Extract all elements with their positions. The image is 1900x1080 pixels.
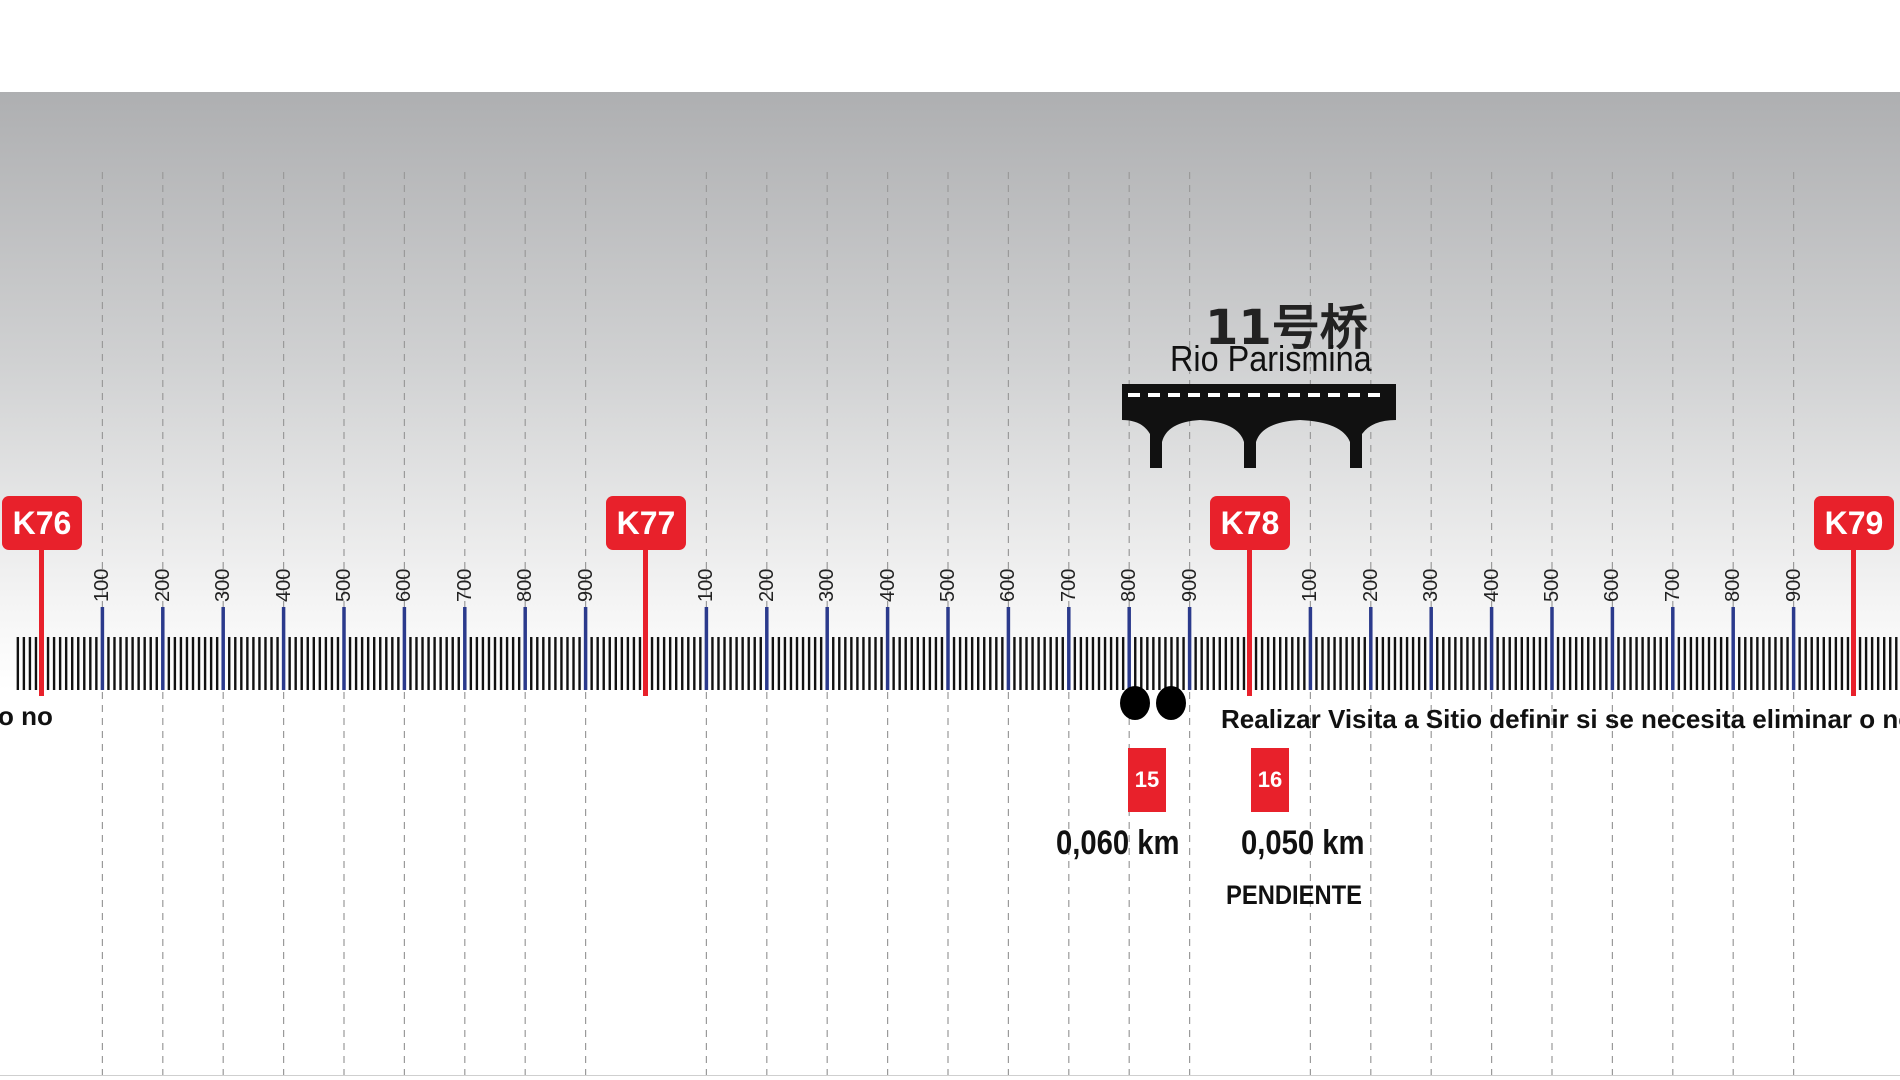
- subdivision-label: 300: [816, 568, 839, 602]
- km-post-pole: [643, 550, 648, 696]
- subdivision-label: 400: [1480, 568, 1503, 602]
- bridge-icon: [1122, 384, 1396, 468]
- subdivision-label: 100: [91, 568, 114, 602]
- bottom-border: [0, 1075, 1900, 1076]
- subdivision-label: 700: [1057, 568, 1080, 602]
- dashed-gridlines: [101, 172, 1795, 1078]
- note-site-visit: Realizar Visita a Sitio definir si se ne…: [1221, 704, 1900, 734]
- black-dot-icon: [1156, 686, 1187, 720]
- km-post-pole: [39, 550, 44, 696]
- subdivision-label: 500: [333, 568, 355, 602]
- subdivision-label: 100: [695, 568, 718, 602]
- km-post-pole: [1247, 550, 1252, 696]
- note-left-fragment: o no: [0, 701, 53, 731]
- km-post-label: K76: [2, 496, 82, 550]
- subdivision-label: 800: [514, 568, 537, 602]
- segment-number-box: 16: [1251, 748, 1289, 812]
- black-dot-icon: [1120, 686, 1151, 720]
- segment-distance: 0,060 km: [1056, 824, 1180, 862]
- subdivision-label: 200: [151, 568, 174, 602]
- segment-status: PENDIENTE: [1226, 880, 1362, 910]
- subdivision-label: 700: [1661, 568, 1684, 602]
- subdivision-label: 900: [574, 568, 597, 602]
- background-band: [0, 92, 1900, 690]
- subdivision-label: 200: [1359, 568, 1382, 602]
- km-post-label: K79: [1814, 496, 1894, 550]
- subdivision-label: 100: [1299, 568, 1322, 602]
- km-post-k78: K78: [1210, 496, 1290, 696]
- subdivision-label: 400: [876, 568, 899, 602]
- segment-distance: 0,050 km: [1241, 824, 1365, 862]
- km-post-label: K78: [1210, 496, 1290, 550]
- km-post-k77: K77: [606, 496, 686, 696]
- subdivision-label: 600: [997, 568, 1020, 602]
- subdivision-label: 500: [937, 568, 959, 602]
- km-post-label: K77: [606, 496, 686, 550]
- subdivision-label: 600: [393, 568, 416, 602]
- km-post-k76: K76: [2, 496, 82, 696]
- bridge-name-spanish: Rio Parismina: [1170, 338, 1372, 379]
- subdivision-label: 800: [1118, 568, 1141, 602]
- subdivision-label: 300: [1420, 568, 1443, 602]
- subdivision-label: 700: [453, 568, 476, 602]
- subdivision-label: 600: [1601, 568, 1624, 602]
- segment-number-box: 15: [1128, 748, 1166, 812]
- bridge-name-chinese: 11号桥: [1205, 300, 1368, 356]
- subdivision-label: 800: [1722, 568, 1745, 602]
- km-post-pole: [1851, 550, 1856, 696]
- subdivision-label: 300: [212, 568, 235, 602]
- subdivision-label: 200: [755, 568, 778, 602]
- subdivision-label: 900: [1178, 568, 1201, 602]
- subdivision-label: 900: [1782, 568, 1805, 602]
- subdivision-label: 500: [1541, 568, 1563, 602]
- subdivision-label: 400: [272, 568, 295, 602]
- km-post-k79: K79: [1814, 496, 1894, 696]
- ruler-ticks: [16, 607, 1898, 690]
